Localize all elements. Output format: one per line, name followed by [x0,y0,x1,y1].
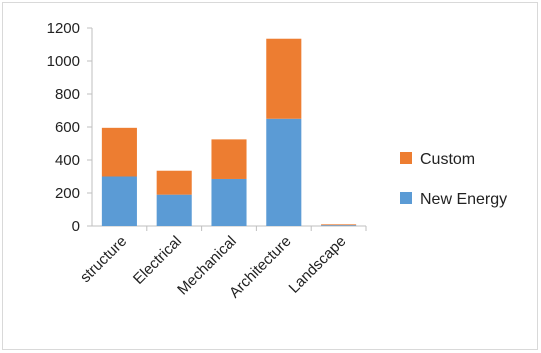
x-tick-label: Landscape [286,233,350,297]
bar-new-energy-electrical [156,194,192,226]
x-axis [92,225,367,231]
y-tick-label: 400 [55,152,80,169]
bar-new-energy-mechanical [211,178,247,226]
bar-new-energy-landscape [321,225,357,226]
y-tick-label: 1200 [47,20,80,37]
x-tick-labels: structure ElectricalMechanicalArchitectur… [77,233,349,302]
legend-label-new-energy: New Energy [420,191,507,208]
y-tick-label: 1000 [47,53,80,70]
bar-custom-electrical [156,170,192,195]
y-tick-label: 200 [55,185,80,202]
legend-swatch-new-energy [400,192,412,204]
legend: Custom New Energy [400,151,507,208]
legend-swatch-custom [400,152,412,164]
bar-custom-architecture [266,38,302,119]
x-tick-label: structure [77,233,130,286]
y-tick-label: 800 [55,86,80,103]
bar-new-energy-architecture [266,118,302,226]
y-tick-label: 600 [55,119,80,136]
legend-label-custom: Custom [420,151,475,168]
y-tick-label: 0 [72,218,80,235]
bar-custom-structure [101,127,137,177]
bar-new-energy-structure [101,176,137,226]
x-tick-label: Electrical [130,233,185,288]
y-axis: 0 200 400 600 800 1000 1200 [47,20,93,235]
bar-custom-landscape [321,224,357,226]
bar-custom-mechanical [211,139,247,179]
bars [101,38,357,226]
